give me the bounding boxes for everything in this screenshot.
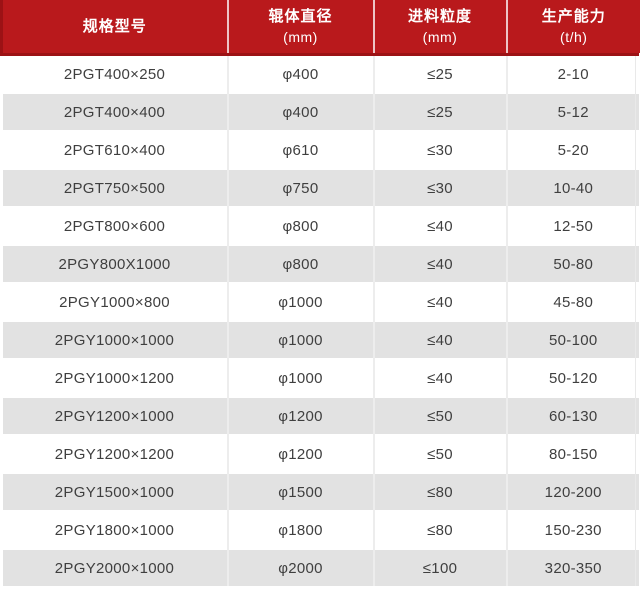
table-cell: 2PGY1000×1200 <box>0 358 229 397</box>
table-cell: ≤40 <box>373 206 508 245</box>
table-cell: φ1200 <box>227 396 375 435</box>
table-right-border <box>635 56 636 586</box>
table-cell: 5-12 <box>506 92 640 131</box>
table-cell: 2PGY1800×1000 <box>0 510 229 549</box>
table-cell: 2PGY1500×1000 <box>0 472 229 511</box>
table-cell: ≤40 <box>373 358 508 397</box>
table-cell: ≤25 <box>373 92 508 131</box>
table-cell: 50-80 <box>506 244 640 283</box>
table-header: 规格型号 辊体直径 (mm) 进料粒度 (mm) 生产能力 (t/h) <box>0 0 640 56</box>
table-row: 2PGY1000×1200 φ1000 ≤40 50-120 <box>0 358 640 397</box>
table-row: 2PGY1200×1200 φ1200 ≤50 80-150 <box>0 434 640 473</box>
table-cell: φ1500 <box>227 472 375 511</box>
table-cell: φ1000 <box>227 282 375 321</box>
table-cell: ≤30 <box>373 130 508 169</box>
column-header-label: 规格型号 <box>82 17 147 35</box>
table-cell: 45-80 <box>506 282 640 321</box>
table-cell: 50-100 <box>506 320 640 359</box>
table-cell: ≤100 <box>373 548 508 588</box>
table-cell: 60-130 <box>506 396 640 435</box>
column-header-label: 进料粒度 <box>407 8 472 25</box>
column-header-label: 辊体直径 <box>268 8 333 25</box>
column-header-model: 规格型号 <box>0 0 229 56</box>
table-cell: 2PGY800X1000 <box>0 244 229 283</box>
table-cell: φ400 <box>227 92 375 131</box>
table-row: 2PGT610×400 φ610 ≤30 5-20 <box>0 130 640 169</box>
table-cell: φ2000 <box>227 548 375 588</box>
table-row: 2PGT400×250 φ400 ≤25 2-10 <box>0 53 640 93</box>
table-row: 2PGY1500×1000 φ1500 ≤80 120-200 <box>0 472 640 511</box>
table-cell: 12-50 <box>506 206 640 245</box>
table-cell: ≤50 <box>373 396 508 435</box>
table-cell: 2PGT750×500 <box>0 168 229 207</box>
table-cell: 150-230 <box>506 510 640 549</box>
table-cell: φ750 <box>227 168 375 207</box>
table-cell: 2PGY1200×1000 <box>0 396 229 435</box>
table-body: 2PGT400×250 φ400 ≤25 2-10 2PGT400×400 φ400 ≤25… <box>0 53 640 588</box>
header-row: 规格型号 辊体直径 (mm) 进料粒度 (mm) 生产能力 (t/h) <box>0 0 640 56</box>
column-header-roller-diameter: 辊体直径 (mm) <box>227 0 375 56</box>
table-cell: φ800 <box>227 206 375 245</box>
table-row: 2PGT800×600 φ800 ≤40 12-50 <box>0 206 640 245</box>
table-cell: ≤40 <box>373 282 508 321</box>
table-cell: 2PGT610×400 <box>0 130 229 169</box>
table-cell: φ1800 <box>227 510 375 549</box>
column-header-unit: (mm) <box>283 29 318 45</box>
column-header-capacity: 生产能力 (t/h) <box>506 0 640 56</box>
table-cell: ≤30 <box>373 168 508 207</box>
column-header-unit: (t/h) <box>560 29 588 45</box>
table-row: 2PGY1800×1000 φ1800 ≤80 150-230 <box>0 510 640 549</box>
table-row: 2PGT400×400 φ400 ≤25 5-12 <box>0 92 640 131</box>
table-row: 2PGT750×500 φ750 ≤30 10-40 <box>0 168 640 207</box>
table-cell: 2PGY1000×800 <box>0 282 229 321</box>
table-cell: φ610 <box>227 130 375 169</box>
table-row: 2PGY1000×800 φ1000 ≤40 45-80 <box>0 282 640 321</box>
table-row: 2PGY1000×1000 φ1000 ≤40 50-100 <box>0 320 640 359</box>
table-row: 2PGY800X1000 φ800 ≤40 50-80 <box>0 244 640 283</box>
table-cell: ≤50 <box>373 434 508 473</box>
table-cell: ≤80 <box>373 472 508 511</box>
column-header-label: 生产能力 <box>541 8 606 25</box>
table-cell: 80-150 <box>506 434 640 473</box>
column-header-unit: (mm) <box>422 29 458 45</box>
table-cell: ≤40 <box>373 244 508 283</box>
table-cell: 2PGT800×600 <box>0 206 229 245</box>
table-cell: 50-120 <box>506 358 640 397</box>
table-cell: 2PGY1000×1000 <box>0 320 229 359</box>
table-cell: 2PGY2000×1000 <box>0 548 229 588</box>
table-cell: φ1200 <box>227 434 375 473</box>
table-row: 2PGY1200×1000 φ1200 ≤50 60-130 <box>0 396 640 435</box>
table-cell: 5-20 <box>506 130 640 169</box>
table-cell: ≤40 <box>373 320 508 359</box>
table-row: 2PGY2000×1000 φ2000 ≤100 320-350 <box>0 548 640 588</box>
table-cell: φ1000 <box>227 320 375 359</box>
table-cell: 2PGY1200×1200 <box>0 434 229 473</box>
table-cell: 10-40 <box>506 168 640 207</box>
table-cell: 2PGT400×400 <box>0 92 229 131</box>
table-cell: φ800 <box>227 244 375 283</box>
table-cell: φ1000 <box>227 358 375 397</box>
table-cell: 120-200 <box>506 472 640 511</box>
column-header-feed-size: 进料粒度 (mm) <box>373 0 508 56</box>
table-cell: φ400 <box>227 53 375 93</box>
table-cell: 320-350 <box>506 548 640 588</box>
table-cell: ≤25 <box>373 53 508 93</box>
table-cell: ≤80 <box>373 510 508 549</box>
table-cell: 2-10 <box>506 53 640 93</box>
table-cell: 2PGT400×250 <box>0 53 229 93</box>
